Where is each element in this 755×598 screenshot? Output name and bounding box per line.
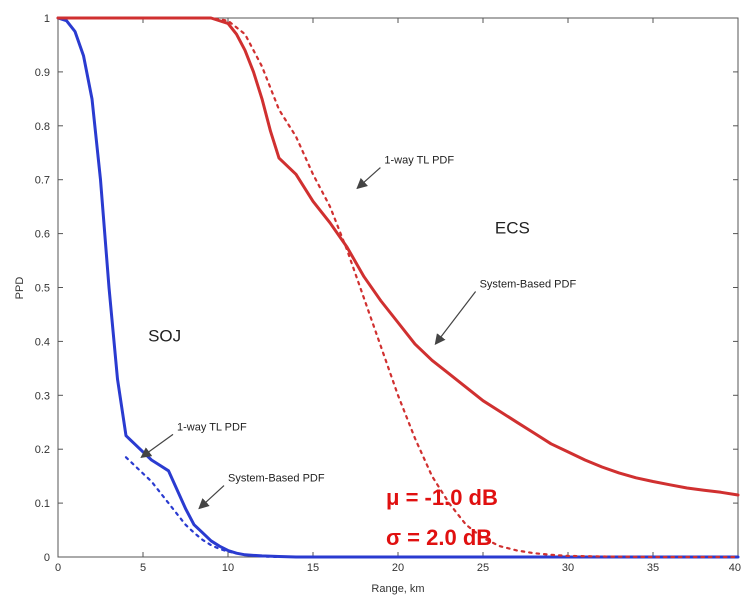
annotation-soj-label: SOJ [148,326,181,345]
annotations-group: 1-way TL PDF ECS System-Based PDF SOJ 1-way … [140,155,577,510]
y-axis-label: PPD [14,277,26,300]
x-axis-label: Range, km [371,583,424,595]
annotation-ecs-sys: System-Based PDF [480,279,577,291]
mu-param-label: μ = -1.0 dB [386,485,498,510]
y-tick-label: 0.6 [35,229,50,241]
y-tick-label: 0.5 [35,283,50,295]
x-tick-label: 35 [647,562,659,574]
y-tick-label: 0.1 [35,498,50,510]
y-tick-label: 0.4 [35,336,50,348]
series-line-ecs-dotted [56,16,740,559]
x-tick-label: 20 [392,562,404,574]
annotation-arrow-soj-sys [198,485,225,510]
annotation-ecs-label: ECS [495,219,530,238]
x-tick-label: 25 [477,562,489,574]
y-tick-label: 1 [44,13,50,25]
annotation-soj-tl: 1-way TL PDF [177,421,247,433]
x-tick-label: 15 [307,562,319,574]
series-line-soj-dotted [124,456,281,559]
series-line-ecs-solid [56,16,740,497]
series-line-soj-solid [56,16,740,559]
annotation-arrow-soj-tl [140,433,174,458]
y-tick-label: 0.9 [35,67,50,79]
y-tick-label: 0 [44,552,50,564]
x-tick-label: 30 [562,562,574,574]
x-tick-label: 5 [140,562,146,574]
y-tick-label: 0.3 [35,390,50,402]
y-tick-label: 0.8 [35,121,50,133]
y-tick-label: 0.7 [35,175,50,187]
series-group [56,16,740,559]
annotation-ecs-tl: 1-way TL PDF [384,155,454,167]
y-axis-ticks: 0 0.1 0.2 0.3 0.4 0.5 0.6 0.7 0.8 0.9 1 [35,13,738,564]
annotation-arrow-ecs-tl [356,167,381,190]
annotation-soj-sys: System-Based PDF [228,473,325,485]
annotation-arrow-ecs-sys [434,291,477,346]
x-tick-label: 40 [729,562,741,574]
sigma-param-label: σ = 2.0 dB [386,525,492,550]
x-tick-label: 10 [222,562,234,574]
y-tick-label: 0.2 [35,444,50,456]
x-tick-label: 0 [55,562,61,574]
plot-area [57,17,739,558]
